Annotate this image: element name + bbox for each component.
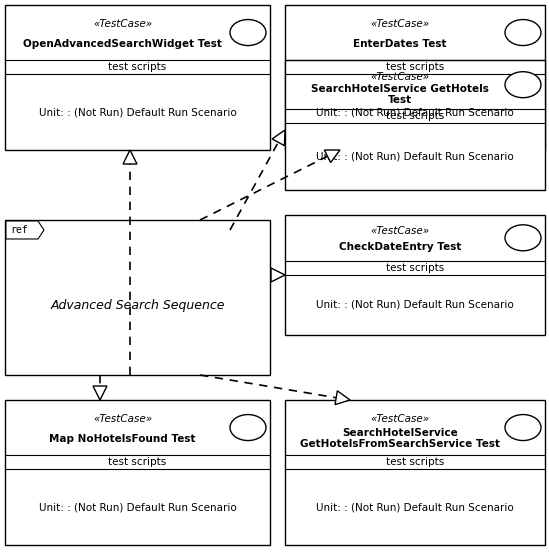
- Bar: [5, 220, 270, 375]
- Ellipse shape: [505, 19, 541, 45]
- Text: «TestCase»: «TestCase»: [371, 19, 429, 29]
- Text: test scripts: test scripts: [386, 111, 444, 122]
- Ellipse shape: [230, 415, 266, 441]
- Text: Unit: : (Not Run) Default Run Scenario: Unit: : (Not Run) Default Run Scenario: [316, 502, 514, 512]
- Text: test scripts: test scripts: [386, 263, 444, 273]
- Ellipse shape: [230, 19, 266, 45]
- Bar: [285, 400, 545, 545]
- Polygon shape: [272, 130, 285, 145]
- Ellipse shape: [505, 225, 541, 251]
- Ellipse shape: [505, 415, 541, 441]
- Polygon shape: [123, 150, 137, 164]
- Polygon shape: [6, 221, 44, 239]
- Text: «TestCase»: «TestCase»: [93, 414, 152, 424]
- Bar: [5, 400, 270, 545]
- Text: Unit: : (Not Run) Default Run Scenario: Unit: : (Not Run) Default Run Scenario: [38, 107, 237, 117]
- Text: Advanced Search Sequence: Advanced Search Sequence: [51, 299, 225, 312]
- Polygon shape: [93, 386, 107, 400]
- Bar: [285, 215, 545, 335]
- Text: Unit: : (Not Run) Default Run Scenario: Unit: : (Not Run) Default Run Scenario: [38, 502, 237, 512]
- Bar: [5, 5, 270, 150]
- Text: test scripts: test scripts: [108, 62, 167, 72]
- Text: «TestCase»: «TestCase»: [371, 414, 429, 424]
- Text: Unit: : (Not Run) Default Run Scenario: Unit: : (Not Run) Default Run Scenario: [316, 152, 514, 161]
- Text: Unit: : (Not Run) Default Run Scenario: Unit: : (Not Run) Default Run Scenario: [316, 300, 514, 310]
- Text: EnterDates Test: EnterDates Test: [353, 39, 447, 49]
- Text: SearchHotelService GetHotels
Test: SearchHotelService GetHotels Test: [311, 84, 489, 106]
- Text: CheckDateEntry Test: CheckDateEntry Test: [339, 242, 461, 252]
- Bar: [285, 60, 545, 190]
- Text: SearchHotelService
GetHotelsFromSearchService Test: SearchHotelService GetHotelsFromSearchSe…: [300, 428, 500, 450]
- Text: test scripts: test scripts: [386, 62, 444, 72]
- Text: «TestCase»: «TestCase»: [371, 72, 429, 82]
- Text: test scripts: test scripts: [386, 457, 444, 467]
- Text: ref: ref: [10, 225, 27, 235]
- Ellipse shape: [505, 72, 541, 98]
- Polygon shape: [324, 150, 340, 163]
- Text: Map NoHotelsFound Test: Map NoHotelsFound Test: [49, 434, 196, 444]
- Polygon shape: [335, 391, 350, 405]
- Polygon shape: [271, 268, 285, 282]
- Bar: [285, 5, 545, 150]
- Text: test scripts: test scripts: [108, 457, 167, 467]
- Text: «TestCase»: «TestCase»: [371, 226, 429, 236]
- Text: «TestCase»: «TestCase»: [93, 19, 152, 29]
- Text: OpenAdvancedSearchWidget Test: OpenAdvancedSearchWidget Test: [23, 39, 222, 49]
- Text: Unit: : (Not Run) Default Run Scenario: Unit: : (Not Run) Default Run Scenario: [316, 107, 514, 117]
